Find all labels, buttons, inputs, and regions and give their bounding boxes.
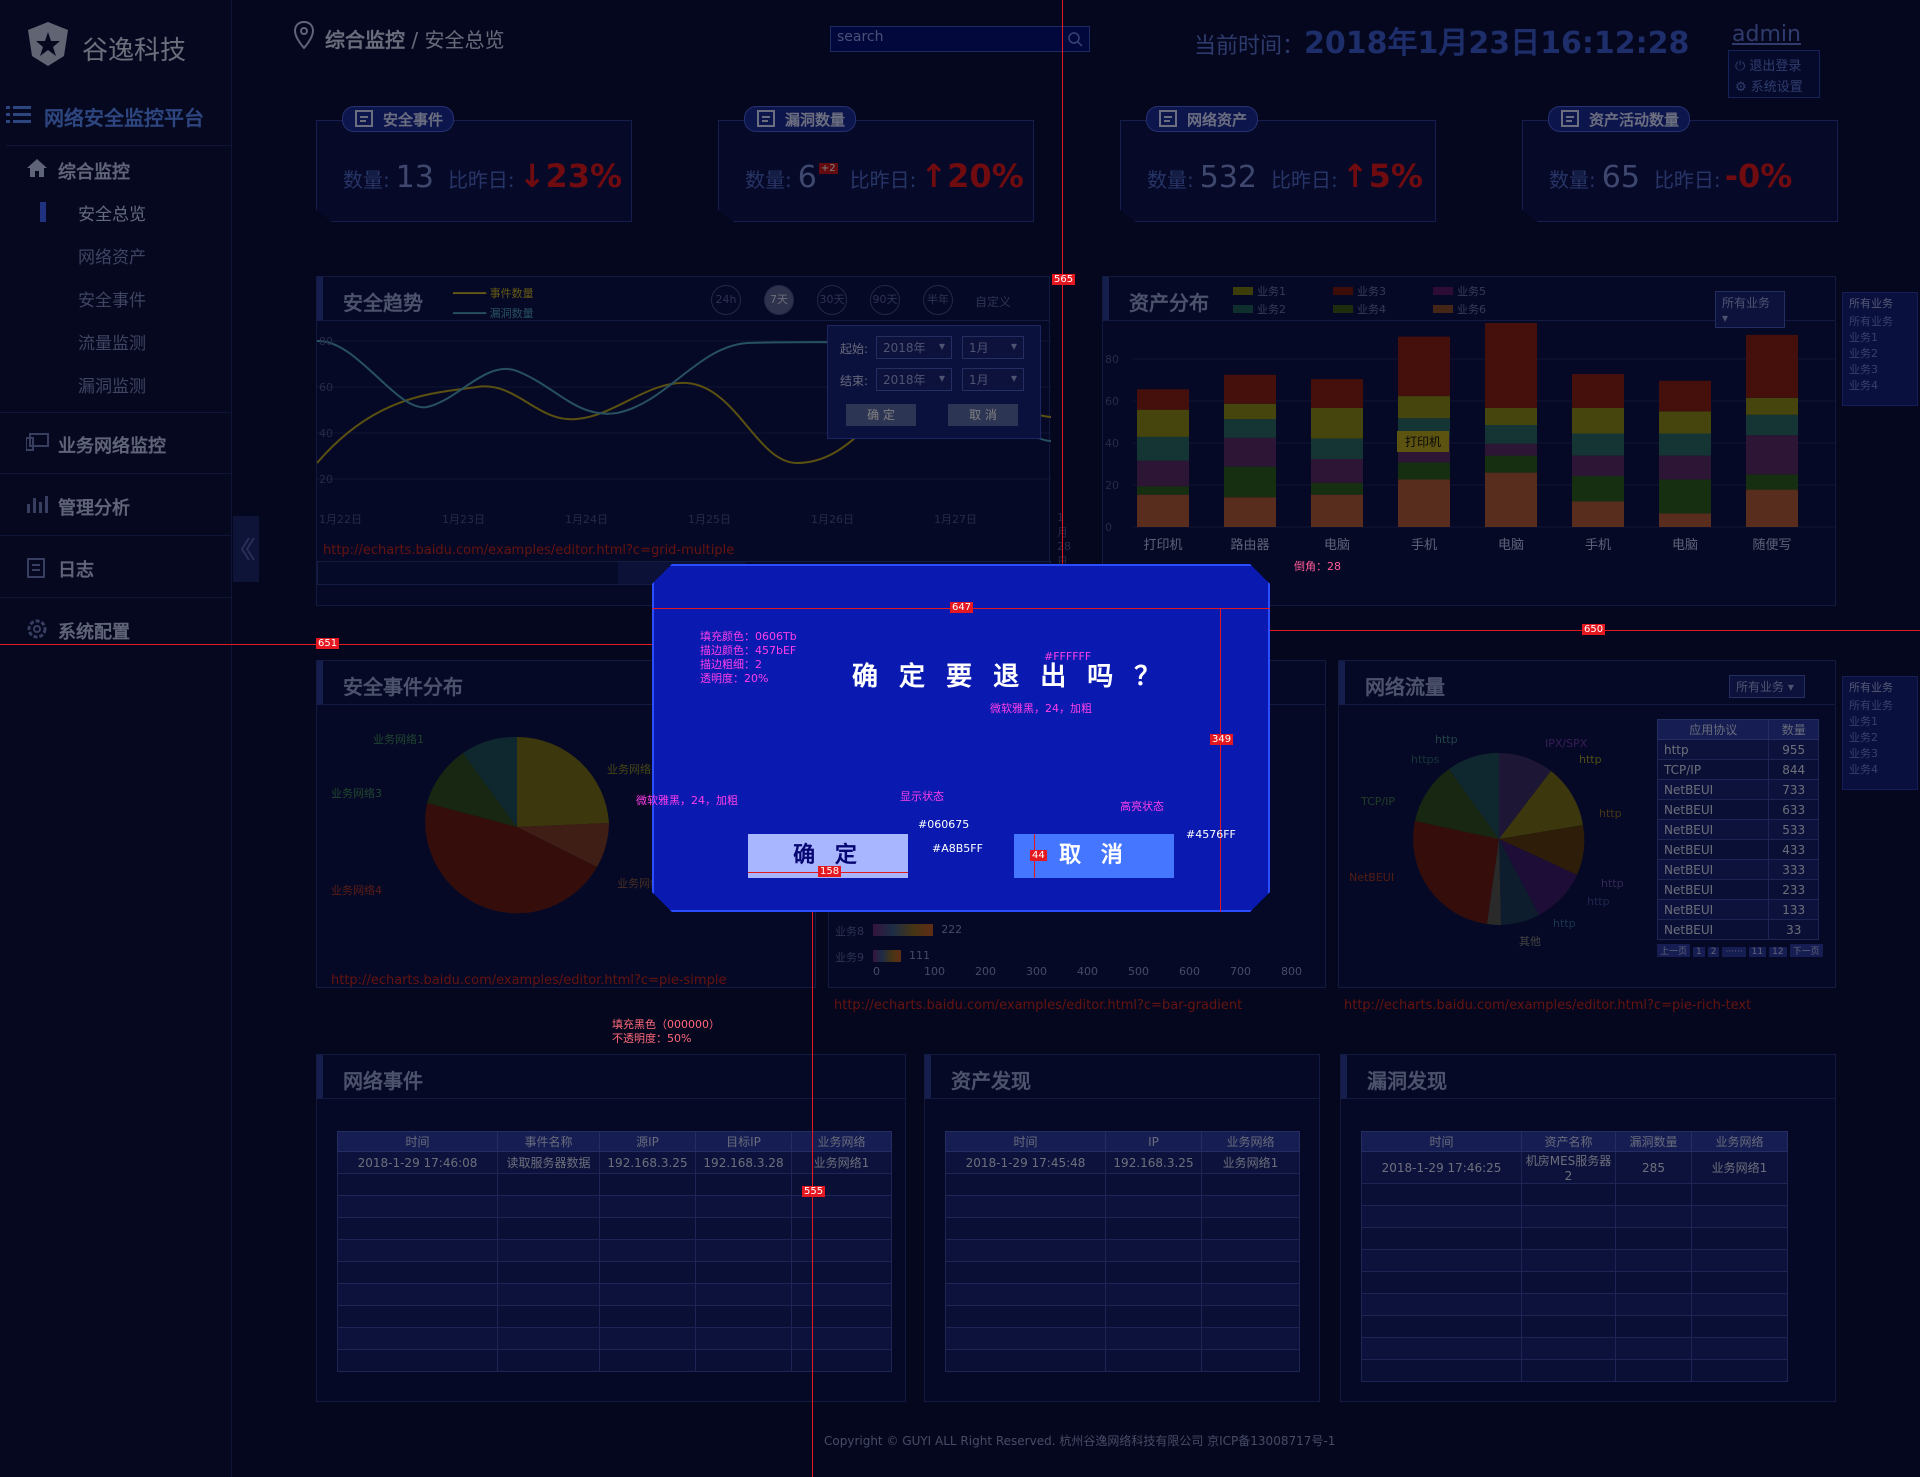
note-button-font: 微软雅黑，24，加粗 <box>636 794 738 807</box>
note-color-3: #4576FF <box>1186 828 1236 841</box>
guide-line <box>1220 608 1221 912</box>
guide-label: 44 <box>1030 850 1047 861</box>
note-color-2: #A8B5FF <box>932 842 983 855</box>
note-opacity: 透明度：20% <box>700 672 769 685</box>
note-text-color: #FFFFFF <box>1044 650 1092 663</box>
note-border: 描边颜色：457bEF <box>700 644 797 657</box>
guide-line <box>1062 0 1063 570</box>
note-fill: 填充颜色：0606Tb <box>700 630 797 643</box>
guide-label: 650 <box>1582 624 1606 635</box>
guide-label: 565 <box>1052 274 1076 285</box>
guide-label: 647 <box>950 602 974 613</box>
note-overlay: 填充黑色（000000） 不透明度：50% <box>612 1018 720 1046</box>
note-overlay-opacity: 不透明度：50% <box>612 1032 692 1045</box>
note-show-state: 显示状态 <box>900 790 944 803</box>
cancel-button[interactable]: 取 消 <box>1014 834 1174 878</box>
note-hover-state: 高亮状态 <box>1120 800 1164 813</box>
design-note-style: 填充颜色：0606Tb 描边颜色：457bEF 描边粗细：2 透明度：20% <box>700 630 797 686</box>
note-corner: 倒角：28 <box>1294 560 1341 573</box>
guide-label: 555 <box>802 1186 826 1197</box>
logout-confirm-dialog <box>652 564 1270 912</box>
note-title-font: 微软雅黑，24，加粗 <box>990 702 1092 715</box>
guide-label: 651 <box>316 638 340 649</box>
note-color-1: #060675 <box>918 818 970 831</box>
guide-label: 158 <box>818 866 842 877</box>
note-border-width: 描边粗细：2 <box>700 658 762 671</box>
dialog-message: 确 定 要 退 出 吗 ？ <box>852 662 1167 692</box>
note-overlay-fill: 填充黑色（000000） <box>612 1018 720 1031</box>
guide-label: 349 <box>1210 734 1234 745</box>
